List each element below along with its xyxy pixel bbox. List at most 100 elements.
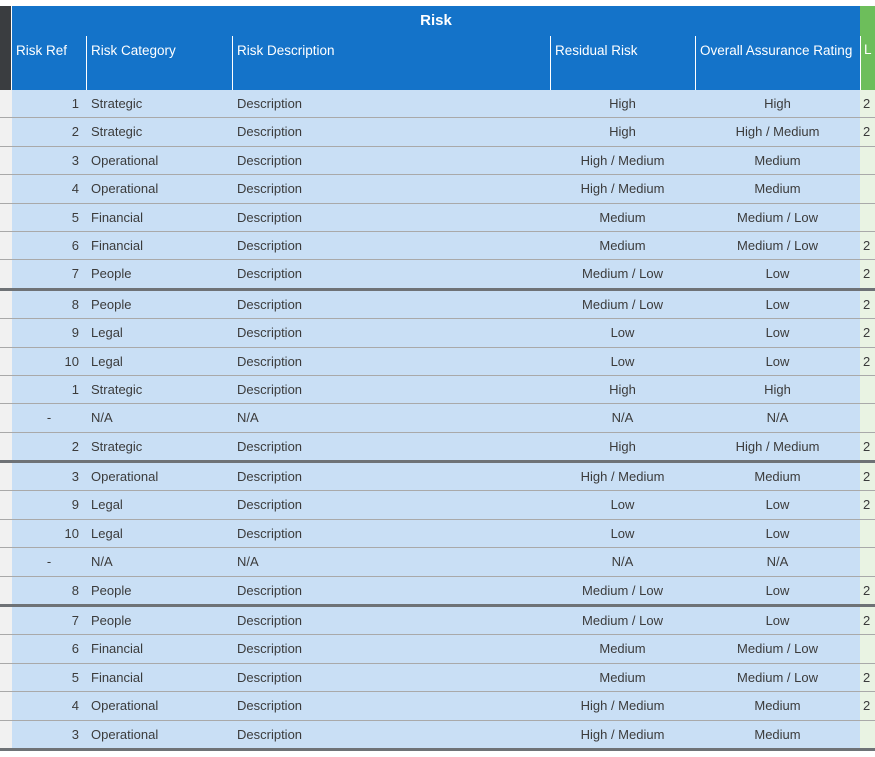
cell-residual-risk[interactable]: Low <box>550 319 695 347</box>
cell-risk-description[interactable]: Description <box>232 607 550 635</box>
cell-truncated-column[interactable]: 2 <box>860 260 875 288</box>
cell-risk-category[interactable]: People <box>86 260 232 288</box>
cell-overall-assurance-rating[interactable]: Low <box>695 260 860 288</box>
cell-risk-description[interactable]: Description <box>232 491 550 519</box>
cell-truncated-column[interactable]: 2 <box>860 231 875 260</box>
cell-residual-risk[interactable]: High <box>550 90 695 118</box>
cell-residual-risk[interactable]: Medium / Low <box>550 607 695 635</box>
cell-risk-category[interactable]: Operational <box>86 692 232 720</box>
cell-risk-category[interactable]: N/A <box>86 404 232 432</box>
cell-risk-category[interactable]: Strategic <box>86 90 232 118</box>
cell-truncated-column[interactable]: 2 <box>860 463 875 491</box>
cell-risk-ref[interactable]: 9 <box>12 319 86 347</box>
cell-residual-risk[interactable]: Low <box>550 519 695 548</box>
cell-overall-assurance-rating[interactable]: Medium / Low <box>695 663 860 692</box>
cell-overall-assurance-rating[interactable]: Medium <box>695 463 860 491</box>
cell-overall-assurance-rating[interactable]: Low <box>695 607 860 635</box>
cell-risk-description[interactable]: Description <box>232 692 550 720</box>
cell-risk-ref[interactable]: 4 <box>12 175 86 203</box>
cell-risk-description[interactable]: Description <box>232 576 550 605</box>
cell-truncated-column[interactable]: 2 <box>860 491 875 519</box>
cell-risk-category[interactable]: Operational <box>86 146 232 175</box>
cell-residual-risk[interactable]: Medium / Low <box>550 576 695 605</box>
cell-risk-category[interactable]: People <box>86 576 232 605</box>
cell-risk-description[interactable]: Description <box>232 375 550 404</box>
cell-truncated-column[interactable]: 2 <box>860 607 875 635</box>
cell-risk-description[interactable]: Description <box>232 90 550 118</box>
cell-overall-assurance-rating[interactable]: High / Medium <box>695 118 860 146</box>
cell-truncated-column[interactable]: 2 <box>860 576 875 605</box>
cell-risk-ref[interactable]: 7 <box>12 260 86 288</box>
cell-risk-description[interactable]: Description <box>232 231 550 260</box>
cell-residual-risk[interactable]: High <box>550 375 695 404</box>
cell-truncated-column[interactable] <box>860 375 875 404</box>
cell-risk-category[interactable]: Strategic <box>86 375 232 404</box>
cell-overall-assurance-rating[interactable]: Medium / Low <box>695 203 860 231</box>
cell-risk-category[interactable]: People <box>86 607 232 635</box>
cell-overall-assurance-rating[interactable]: Medium <box>695 692 860 720</box>
column-header-residual-risk[interactable]: Residual Risk <box>550 36 695 90</box>
cell-risk-ref[interactable]: 3 <box>12 146 86 175</box>
cell-risk-ref[interactable]: 10 <box>12 519 86 548</box>
cell-risk-ref[interactable]: 4 <box>12 692 86 720</box>
cell-truncated-column[interactable] <box>860 146 875 175</box>
cell-overall-assurance-rating[interactable]: Low <box>695 519 860 548</box>
cell-residual-risk[interactable]: High / Medium <box>550 175 695 203</box>
cell-risk-description[interactable]: Description <box>232 720 550 748</box>
cell-truncated-column[interactable]: 2 <box>860 663 875 692</box>
cell-truncated-column[interactable] <box>860 635 875 663</box>
cell-residual-risk[interactable]: N/A <box>550 548 695 576</box>
cell-residual-risk[interactable]: Medium / Low <box>550 260 695 288</box>
cell-truncated-column[interactable]: 2 <box>860 347 875 375</box>
cell-overall-assurance-rating[interactable]: High / Medium <box>695 432 860 461</box>
cell-risk-description[interactable]: Description <box>232 663 550 692</box>
cell-risk-category[interactable]: Legal <box>86 491 232 519</box>
cell-risk-description[interactable]: Description <box>232 635 550 663</box>
cell-risk-ref[interactable]: 9 <box>12 491 86 519</box>
cell-residual-risk[interactable]: High / Medium <box>550 146 695 175</box>
column-header-overall-assurance-rating[interactable]: Overall Assurance Rating <box>695 36 860 90</box>
cell-risk-description[interactable]: Description <box>232 146 550 175</box>
cell-risk-category[interactable]: Operational <box>86 463 232 491</box>
cell-risk-description[interactable]: Description <box>232 290 550 319</box>
cell-risk-category[interactable]: Legal <box>86 347 232 375</box>
cell-overall-assurance-rating[interactable]: Medium / Low <box>695 231 860 260</box>
cell-risk-ref[interactable]: 2 <box>12 118 86 146</box>
column-header-truncated[interactable]: L <box>860 36 875 90</box>
cell-overall-assurance-rating[interactable]: Low <box>695 491 860 519</box>
cell-overall-assurance-rating[interactable]: Medium <box>695 146 860 175</box>
cell-residual-risk[interactable]: High / Medium <box>550 463 695 491</box>
cell-overall-assurance-rating[interactable]: Low <box>695 290 860 319</box>
cell-overall-assurance-rating[interactable]: N/A <box>695 404 860 432</box>
column-header-risk-description[interactable]: Risk Description <box>232 36 550 90</box>
cell-risk-description[interactable]: Description <box>232 463 550 491</box>
table-title[interactable]: Risk <box>12 6 860 36</box>
cell-overall-assurance-rating[interactable]: Medium / Low <box>695 635 860 663</box>
cell-risk-description[interactable]: Description <box>232 175 550 203</box>
cell-risk-description[interactable]: N/A <box>232 548 550 576</box>
cell-overall-assurance-rating[interactable]: High <box>695 90 860 118</box>
cell-truncated-column[interactable] <box>860 519 875 548</box>
cell-risk-ref[interactable]: 1 <box>12 375 86 404</box>
cell-residual-risk[interactable]: N/A <box>550 404 695 432</box>
cell-residual-risk[interactable]: High / Medium <box>550 720 695 748</box>
cell-risk-category[interactable]: Operational <box>86 175 232 203</box>
cell-overall-assurance-rating[interactable]: High <box>695 375 860 404</box>
cell-risk-ref[interactable]: - <box>12 404 86 432</box>
cell-truncated-column[interactable]: 2 <box>860 118 875 146</box>
cell-residual-risk[interactable]: Low <box>550 347 695 375</box>
cell-risk-ref[interactable]: 6 <box>12 231 86 260</box>
cell-residual-risk[interactable]: High <box>550 118 695 146</box>
cell-risk-description[interactable]: Description <box>232 319 550 347</box>
cell-truncated-column[interactable] <box>860 548 875 576</box>
cell-residual-risk[interactable]: Medium <box>550 635 695 663</box>
cell-truncated-column[interactable]: 2 <box>860 319 875 347</box>
cell-risk-description[interactable]: Description <box>232 432 550 461</box>
cell-risk-ref[interactable]: 1 <box>12 90 86 118</box>
cell-risk-ref[interactable]: 6 <box>12 635 86 663</box>
cell-risk-category[interactable]: People <box>86 290 232 319</box>
cell-risk-category[interactable]: Operational <box>86 720 232 748</box>
cell-residual-risk[interactable]: Medium / Low <box>550 290 695 319</box>
cell-truncated-column[interactable] <box>860 175 875 203</box>
cell-residual-risk[interactable]: Medium <box>550 231 695 260</box>
